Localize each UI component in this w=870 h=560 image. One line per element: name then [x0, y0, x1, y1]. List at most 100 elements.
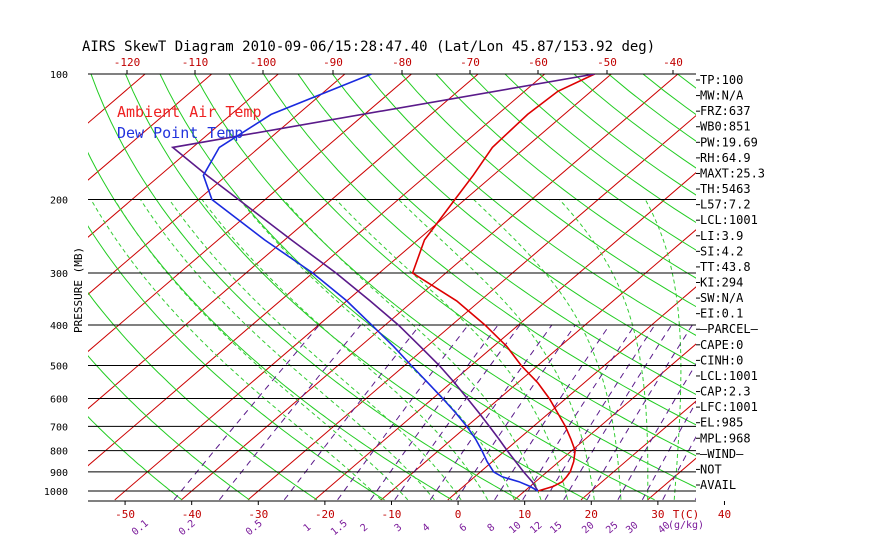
side-panel-item: LFC:1001: [700, 400, 758, 414]
dry-adiabat-line: [754, 55, 870, 500]
pressure-tick-labels: 100 200 300 400 500 600 700 800 900 1000: [44, 70, 68, 498]
mixing-ratio-label: 15: [548, 520, 564, 536]
side-panel-item: CAP:2.3: [700, 385, 751, 399]
mixing-ratio-line: [522, 324, 636, 501]
bottom-tick-label: -50: [115, 508, 135, 521]
mixing-ratio-line: [337, 324, 469, 501]
mixing-ratio-label: 20: [580, 520, 596, 536]
dry-adiabat-line: [124, 74, 588, 501]
side-panel-item: CINH:0: [700, 353, 743, 367]
dew-point-temp-line: [202, 74, 539, 492]
side-panel-item: —PARCEL—: [700, 322, 759, 336]
top-tick-label: -90: [323, 56, 343, 69]
pressure-tick-label: 800: [50, 447, 68, 458]
mixing-ratio-labels: 0.1 0.2 0.5 1 1.5 2 3 4 6 8 10 12 15 20 25 30 40(g/kg): [130, 518, 704, 538]
isotherm-line: [88, 74, 479, 410]
mixing-ratio-line: [563, 324, 672, 501]
bottom-tick-label: 10: [518, 508, 531, 521]
top-tick-label: -40: [663, 56, 683, 69]
mixing-ratio-unit-label: (g/kg): [668, 520, 704, 531]
mixing-ratio-label: 4: [421, 522, 433, 534]
isotherm-line: [447, 286, 696, 501]
mixing-ratio-line: [283, 324, 421, 501]
dry-adiabat-line: [88, 355, 250, 501]
isotherm-line: [580, 400, 696, 501]
mixing-ratio-line: [219, 324, 362, 501]
mixing-ratio-line: [544, 324, 656, 501]
isobar-lines: [88, 73, 696, 502]
mixing-ratio-label: 12: [528, 520, 544, 536]
pressure-tick-label: 1000: [44, 487, 68, 498]
ambient-air-temp-line: [411, 74, 596, 492]
y-axis-label: PRESSURE (MB): [72, 247, 85, 333]
isotherm-line: [647, 457, 696, 501]
side-panel-item: PW:19.69: [700, 135, 758, 149]
mixing-ratio-line: [617, 363, 696, 501]
dry-adiabat-line: [297, 74, 696, 395]
dry-adiabat-line: [435, 74, 696, 279]
mixing-ratio-line: [429, 324, 553, 501]
mixing-ratio-label: 0.1: [130, 518, 151, 538]
bottom-tick-label: 0: [455, 508, 462, 521]
dry-adiabat-line: [88, 225, 385, 501]
isotherm-line: [314, 172, 696, 501]
moist-adiabat-line: [335, 199, 569, 500]
isotherm-line: [88, 74, 413, 353]
side-panel-item: LCL:1001: [700, 369, 758, 383]
chart-title: AIRS SkewT Diagram 2010-09-06/15:28:47.4…: [82, 39, 655, 55]
top-tick-label: -60: [528, 56, 548, 69]
isotherm-line: [781, 55, 870, 500]
moist-adiabat-line: [473, 199, 622, 500]
bottom-tick-label: 20: [585, 508, 598, 521]
dry-adiabat-line: [331, 74, 696, 366]
isotherm-line: [181, 74, 679, 501]
dry-adiabat-line: [90, 74, 520, 501]
pressure-tick-label: 600: [50, 394, 68, 405]
top-tick-label: -120: [114, 56, 141, 69]
mixing-ratio-line: [662, 435, 696, 501]
pressure-tick-label: 200: [50, 196, 68, 207]
dry-adiabat-line: [88, 292, 318, 501]
top-tick-label: -70: [460, 56, 480, 69]
sounding-profiles: [170, 74, 596, 492]
side-panel-item: LI:3.9: [700, 229, 743, 243]
dry-adiabat-line: [88, 416, 183, 501]
side-panel-item: RH:64.9: [700, 151, 751, 165]
isotherm-line: [847, 55, 870, 500]
top-tick-label: -50: [597, 56, 617, 69]
side-panel-item: KI:294: [700, 276, 743, 290]
dry-adiabat-line: [504, 74, 696, 223]
mixing-ratio-line: [394, 324, 521, 501]
pressure-tick-label: 900: [50, 468, 68, 479]
dry-adiabat-line: [193, 74, 696, 488]
mixing-ratio-label: 0.2: [177, 518, 198, 538]
mixing-ratio-label: 1.5: [329, 518, 350, 538]
mixing-ratio-line: [494, 324, 611, 501]
mixing-ratio-label: 30: [624, 520, 640, 536]
bottom-unit-label: T(C): [673, 508, 700, 521]
mixing-ratio-line: [455, 324, 576, 501]
moist-adiabat-line: [201, 199, 489, 501]
dry-adiabat-line: [676, 74, 696, 89]
mixing-ratio-line: [641, 401, 696, 501]
bottom-tick-label: 40: [718, 508, 731, 521]
mixing-ratio-label: 8: [486, 522, 498, 534]
dry-adiabat-line: [821, 55, 870, 500]
isotherm-line: [247, 114, 696, 501]
side-panel-item: L57:7.2: [700, 198, 751, 212]
mixing-ratio-line: [586, 324, 693, 501]
side-panel-item: MW:N/A: [700, 89, 744, 103]
top-temperature-ticks: -120 -110 -100 -90 -80 -70 -60 -50 -40: [114, 56, 683, 74]
bottom-temperature-ticks: -50 -40 -30 -20 -10 0 10 20 30 40 T(C): [115, 501, 731, 521]
moist-adiabat-line: [644, 199, 682, 500]
pressure-tick-label: 500: [50, 361, 68, 372]
side-panel-item: TP:100: [700, 73, 743, 87]
side-panel-item: SI:4.2: [700, 244, 743, 258]
bottom-tick-label: 30: [651, 508, 664, 521]
side-panel-item: TT:43.8: [700, 260, 751, 274]
dry-adiabat-line: [159, 74, 655, 501]
dry-adiabat-line: [469, 74, 696, 251]
legend: Ambient Air Temp Dew Point Temp: [117, 103, 262, 142]
